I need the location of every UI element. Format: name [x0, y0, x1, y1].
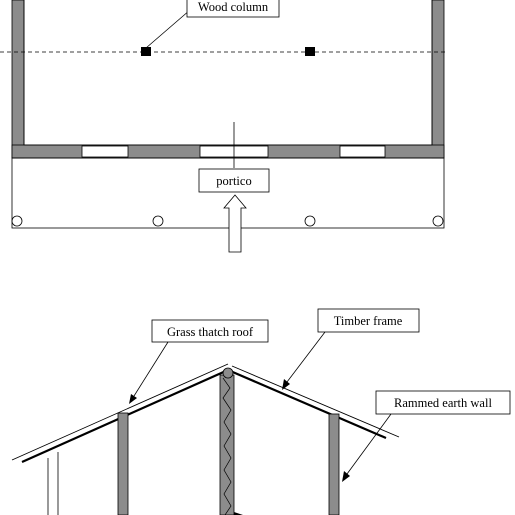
- central-column-grain: [222, 377, 232, 515]
- wood-column-marker-right: [305, 47, 315, 56]
- section-wall-left: [117, 412, 129, 515]
- timber-frame-leader: [286, 331, 326, 383]
- roof-right-outer: [231, 365, 400, 438]
- rammed-earth-wall-label: Rammed earth wall: [394, 396, 492, 410]
- wood-column-label-box: [186, 0, 280, 18]
- floor-plan: Wood column portico: [0, 0, 448, 253]
- portico-column-2: [152, 215, 164, 227]
- section-wall-right: [328, 413, 340, 515]
- grass-thatch-roof-label-box: [151, 319, 269, 343]
- plan-wall-left: [11, 0, 25, 159]
- roof-left-outer: [11, 363, 229, 461]
- central-column-arrowhead: [234, 512, 243, 515]
- central-column: [219, 374, 235, 515]
- timber-frame-label: Timber frame: [334, 314, 403, 328]
- grass-thatch-roof-label: Grass thatch roof: [167, 325, 254, 339]
- plan-inner-outline: [23, 0, 433, 146]
- section-view: Grass thatch roof Timber frame Rammed ea…: [11, 308, 511, 515]
- wood-column-label: Wood column: [198, 0, 269, 14]
- entrance-arrow: [223, 194, 247, 253]
- portico-label: portico: [216, 174, 251, 188]
- plan-opening-left: [81, 145, 129, 158]
- ridge-beam: [222, 367, 234, 379]
- portico-column-1: [11, 215, 23, 227]
- rammed-earth-wall-leader: [346, 413, 392, 475]
- timber-frame-label-box: [317, 308, 420, 333]
- portico-outline: [11, 157, 445, 229]
- rammed-earth-wall-arrowhead: [342, 471, 350, 482]
- timber-frame-arrowhead: [282, 379, 290, 390]
- grass-thatch-roof-leader: [133, 341, 169, 397]
- portico-label-box: [198, 168, 270, 193]
- plan-opening-right: [339, 145, 386, 158]
- grass-thatch-roof-arrowhead: [129, 394, 137, 404]
- portico-column-4: [432, 215, 444, 227]
- plan-wall-right: [431, 0, 445, 159]
- roof-right-inner: [227, 368, 387, 440]
- rammed-earth-wall-label-box: [375, 390, 511, 415]
- wood-column-marker-left: [141, 47, 151, 56]
- portico-column-3: [304, 215, 316, 227]
- wood-column-leader: [145, 9, 191, 49]
